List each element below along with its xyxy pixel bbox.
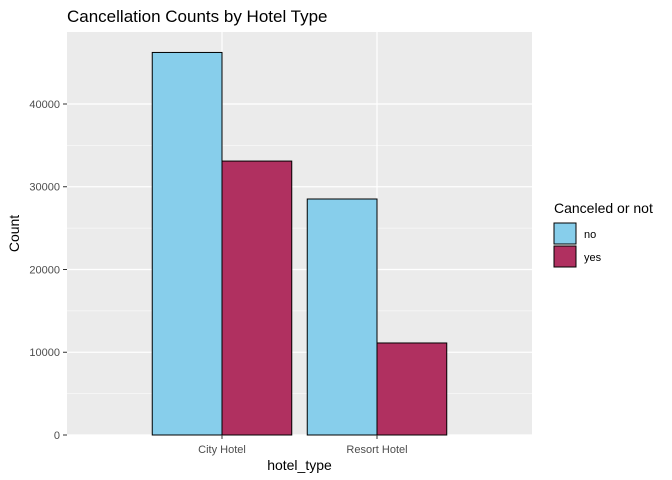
- x-tick-label: Resort Hotel: [346, 444, 407, 456]
- y-axis-title: Count: [6, 215, 22, 252]
- bars: [151, 51, 448, 436]
- legend-key: [553, 245, 577, 268]
- bar: [306, 198, 378, 436]
- bar: [221, 160, 293, 436]
- x-tick-label: City Hotel: [198, 444, 246, 456]
- legend-label: yes: [584, 252, 602, 264]
- minor-gridlines: [67, 145, 532, 394]
- chart-title: Cancellation Counts by Hotel Type: [67, 7, 328, 26]
- x-axis-title: hotel_type: [267, 457, 332, 473]
- y-axis: 0 10000 20000 30000 40000: [29, 99, 67, 442]
- bar: [376, 342, 448, 436]
- y-tick-label: 40000: [29, 99, 60, 111]
- legend-key: [553, 222, 577, 245]
- legend-label: no: [584, 229, 596, 241]
- legend: Canceled or not no yes: [553, 200, 653, 268]
- bar: [151, 51, 223, 436]
- x-axis: City Hotel Resort Hotel: [198, 435, 408, 456]
- legend-title: Canceled or not: [554, 200, 653, 216]
- y-tick-label: 10000: [29, 347, 60, 359]
- plot-panel: [67, 32, 532, 435]
- y-tick-label: 30000: [29, 182, 60, 194]
- y-tick-label: 20000: [29, 264, 60, 276]
- y-tick-label: 0: [54, 430, 60, 442]
